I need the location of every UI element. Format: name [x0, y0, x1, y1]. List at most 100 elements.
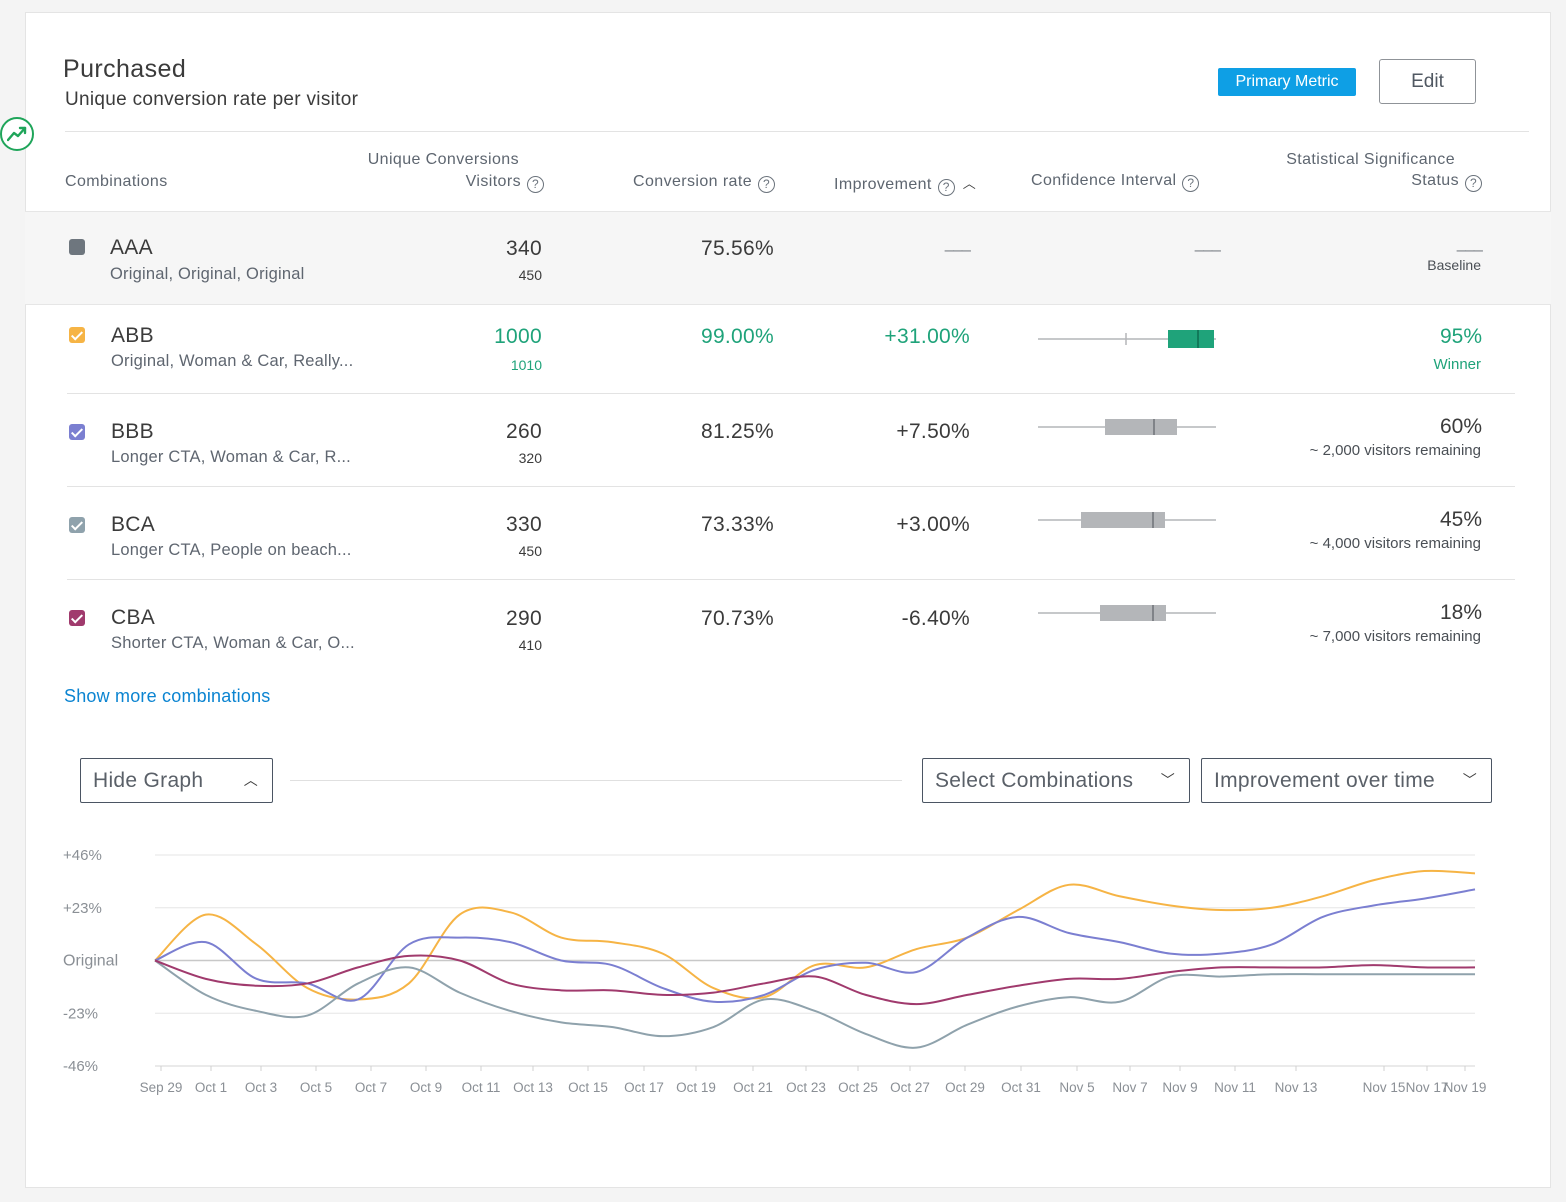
- x-tick-label: Oct 31: [1001, 1080, 1041, 1095]
- significance-status: ~ 4,000 visitors remaining: [1309, 535, 1481, 552]
- combination-name: BBB: [111, 420, 154, 443]
- row-checkbox[interactable]: [69, 517, 85, 533]
- x-tick-label: Nov 17: [1406, 1080, 1449, 1095]
- show-more-combinations-link[interactable]: Show more combinations: [64, 686, 271, 706]
- col-improvement[interactable]: Improvement? ︿: [834, 173, 976, 196]
- confidence-interval-bar: [1038, 330, 1216, 348]
- significance-status: ~ 2,000 visitors remaining: [1309, 442, 1481, 459]
- combination-name: BCA: [111, 513, 156, 536]
- conversions-value: 340: [506, 237, 542, 260]
- conversions-value: 290: [506, 607, 542, 630]
- metric-view-dropdown[interactable]: Improvement over time ﹀: [1201, 758, 1492, 803]
- help-icon[interactable]: ?: [758, 176, 775, 193]
- combination-desc: Longer CTA, Woman & Car, R...: [111, 448, 351, 466]
- col-conversion-rate: Conversion rate?: [560, 173, 775, 193]
- chevron-up-icon: ︿: [243, 772, 258, 788]
- confidence-interval-bar: [1038, 512, 1216, 528]
- help-icon[interactable]: ?: [937, 179, 955, 196]
- visitors-value: 320: [518, 450, 542, 466]
- x-tick-label: Oct 13: [513, 1080, 553, 1095]
- improvement-value: –––: [944, 240, 971, 259]
- baseline-row: [25, 211, 1551, 305]
- x-tick-label: Nov 7: [1112, 1080, 1147, 1095]
- x-tick-label: Nov 13: [1275, 1080, 1318, 1095]
- hide-graph-toggle[interactable]: Hide Graph ︿: [80, 758, 273, 803]
- x-tick-label: Oct 29: [945, 1080, 985, 1095]
- row-checkbox[interactable]: [69, 424, 85, 440]
- combination-name: CBA: [111, 606, 156, 629]
- col-conversion-rate-label: Conversion rate: [633, 173, 752, 190]
- x-tick-label: Oct 11: [462, 1080, 501, 1095]
- conversions-value: 330: [506, 513, 542, 536]
- col-improvement-label: Improvement: [834, 176, 932, 193]
- combination-desc: Shorter CTA, Woman & Car, O...: [111, 634, 355, 652]
- chevron-down-icon: ﹀: [1462, 772, 1477, 788]
- significance-status: Winner: [1433, 356, 1481, 373]
- x-tick-label: Oct 19: [676, 1080, 716, 1095]
- row-color-swatch: [69, 239, 85, 255]
- significance-value: 18%: [1439, 601, 1482, 624]
- series-line-bbb: [154, 888, 1476, 1004]
- chevron-down-icon: ﹀: [1160, 772, 1175, 788]
- col-stat-sig: Statistical Significance: [1286, 151, 1455, 168]
- x-tick-label: Oct 7: [355, 1080, 387, 1095]
- x-tick-label: Oct 17: [624, 1080, 664, 1095]
- col-visitors: Visitors?: [330, 173, 544, 193]
- confidence-interval-value: –––: [1194, 240, 1221, 259]
- combination-desc: Original, Original, Original: [110, 265, 305, 283]
- significance-value: 60%: [1439, 415, 1482, 438]
- x-tick-label: Oct 27: [890, 1080, 930, 1095]
- col-status: Status?: [1260, 172, 1482, 192]
- combination-desc: Longer CTA, People on beach...: [111, 541, 352, 559]
- hide-graph-label: Hide Graph: [93, 769, 204, 792]
- series-line-abb: [154, 869, 1476, 1001]
- select-combinations-dropdown[interactable]: Select Combinations ﹀: [922, 758, 1190, 803]
- metric-subtitle: Unique conversion rate per visitor: [65, 89, 359, 110]
- row-divider: [67, 486, 1515, 487]
- help-icon[interactable]: ?: [1182, 175, 1200, 192]
- conversions-value: 260: [506, 420, 542, 443]
- sort-ascending-icon[interactable]: ︿: [962, 176, 977, 191]
- significance-value: 45%: [1439, 508, 1482, 531]
- significance-status: Baseline: [1427, 257, 1481, 273]
- x-tick-label: Oct 5: [300, 1080, 332, 1095]
- x-tick-label: Oct 23: [786, 1080, 826, 1095]
- conversions-value: 1000: [494, 325, 542, 348]
- conversion-rate-value: 75.56%: [700, 237, 774, 260]
- confidence-interval-bar: [1038, 419, 1216, 435]
- y-tick-label: -23%: [63, 1005, 98, 1022]
- y-tick-label: -46%: [63, 1058, 98, 1075]
- improvement-value: -6.40%: [901, 607, 970, 630]
- x-tick-label: Oct 3: [245, 1080, 277, 1095]
- row-checkbox[interactable]: [69, 610, 85, 626]
- visitors-value: 1010: [510, 357, 542, 373]
- improvement-value: +31.00%: [884, 325, 970, 348]
- x-tick-label: Oct 15: [568, 1080, 608, 1095]
- x-tick-label: Oct 21: [733, 1080, 773, 1095]
- help-icon[interactable]: ?: [527, 176, 544, 193]
- series-line-cba: [154, 954, 1476, 1006]
- row-checkbox[interactable]: [69, 327, 85, 343]
- col-confidence-interval: Confidence Interval?: [1031, 172, 1200, 192]
- x-tick-label: Nov 11: [1214, 1080, 1256, 1095]
- y-tick-label: +46%: [63, 847, 102, 864]
- significance-value: 95%: [1439, 325, 1482, 348]
- col-status-label: Status: [1411, 172, 1459, 189]
- select-combinations-label: Select Combinations: [935, 769, 1134, 792]
- col-unique-conversions: Unique Conversions: [367, 151, 519, 168]
- improvement-over-time-chart: +46% +23% Original -23% -46% Sep 29 Oct 1 Oct 3…: [63, 847, 1486, 1095]
- combination-name: ABB: [111, 324, 154, 347]
- metric-title: Purchased: [63, 55, 187, 83]
- conversion-rate-value: 73.33%: [700, 513, 774, 536]
- x-tick-label: Nov 5: [1059, 1080, 1094, 1095]
- edit-button[interactable]: Edit: [1379, 59, 1476, 104]
- conversion-rate-value: 99.00%: [700, 325, 774, 348]
- confidence-interval-bar: [1038, 605, 1216, 621]
- metric-view-label: Improvement over time: [1214, 769, 1436, 792]
- col-combinations: Combinations: [65, 173, 168, 190]
- help-icon[interactable]: ?: [1465, 175, 1482, 192]
- improvement-value: +3.00%: [896, 513, 970, 536]
- x-tick-label: Oct 1: [195, 1080, 227, 1095]
- col-visitors-label: Visitors: [465, 173, 521, 190]
- x-tick-label: Oct 25: [838, 1080, 878, 1095]
